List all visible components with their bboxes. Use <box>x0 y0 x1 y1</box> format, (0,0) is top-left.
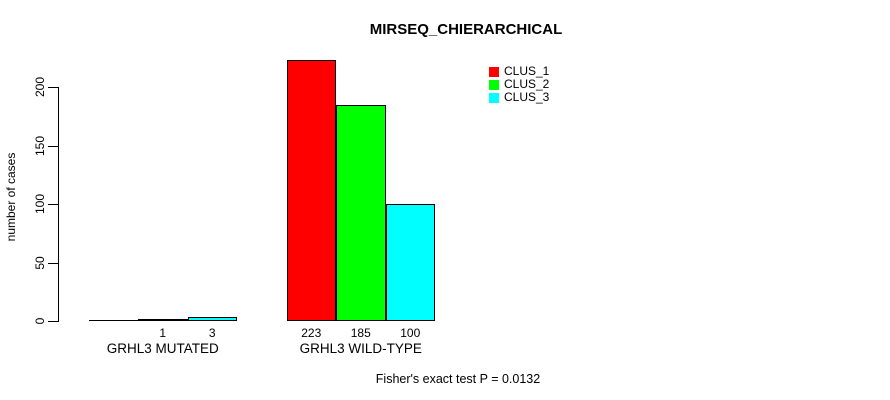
y-axis-tick <box>48 204 58 205</box>
legend-label-clus_2: CLUS_2 <box>504 77 550 91</box>
legend-item-clus_3: CLUS_3 <box>489 91 549 104</box>
bar-clus_3-group1 <box>187 317 237 321</box>
x-category-label: GRHL3 MUTATED <box>106 341 219 356</box>
y-axis-line <box>58 87 59 322</box>
y-tick-label: 200 <box>33 76 47 98</box>
legend-item-clus_2: CLUS_2 <box>489 78 549 91</box>
bar-value-label: 100 <box>400 326 421 340</box>
legend-swatch-clus_1 <box>489 66 499 77</box>
legend-swatch-clus_2 <box>489 79 499 90</box>
bar-value-label: 185 <box>350 326 371 340</box>
bar-value-label: 3 <box>208 326 216 340</box>
y-axis-tick <box>48 145 58 147</box>
y-tick-label: 150 <box>33 135 47 156</box>
bar-value-label: 1 <box>159 326 167 340</box>
x-category-label: GRHL3 WILD-TYPE <box>299 341 422 356</box>
y-axis-tick <box>48 321 58 322</box>
y-tick-label: 50 <box>33 255 47 270</box>
y-axis-tick <box>48 87 58 88</box>
bar-clus_2-group1 <box>138 318 188 321</box>
y-axis-tick <box>48 262 58 264</box>
bar-clus_2-group2 <box>336 104 386 321</box>
bar-clus_1-group2 <box>286 60 336 321</box>
legend-item-clus_1: CLUS_1 <box>489 65 549 78</box>
bar-clus_1-group1 <box>88 320 138 321</box>
y-axis-label: number of cases <box>4 152 18 242</box>
chart-title: MIRSEQ_CHIERARCHICAL <box>369 21 563 38</box>
bar-value-label: 223 <box>301 326 322 340</box>
legend: CLUS_1 CLUS_2 CLUS_3 <box>489 65 549 104</box>
legend-label-clus_1: CLUS_1 <box>504 64 550 78</box>
y-tick-label: 100 <box>33 193 47 215</box>
bar-clus_3-group2 <box>385 204 435 321</box>
y-tick-label: 0 <box>33 317 47 325</box>
legend-swatch-clus_3 <box>489 92 499 103</box>
annotation-fisher-test: Fisher's exact test P = 0.0132 <box>375 372 541 386</box>
legend-label-clus_3: CLUS_3 <box>504 90 550 104</box>
